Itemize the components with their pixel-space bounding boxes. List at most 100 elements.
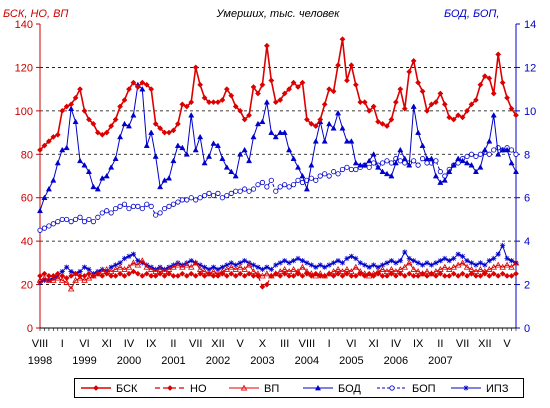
point-БОД-98 <box>472 168 479 174</box>
point-БСК-1 <box>41 142 48 149</box>
legend-label-БСК: БСК <box>116 383 138 395</box>
point-ИПЗ-79 <box>388 258 395 264</box>
point-ВП-42 <box>223 265 231 272</box>
point-ВП-6 <box>63 278 70 285</box>
point-БОД-53 <box>272 133 279 140</box>
point-БОД-60 <box>303 185 310 192</box>
point-ИПЗ-5 <box>59 268 65 275</box>
point-НО-40 <box>214 272 221 279</box>
point-ИПЗ-64 <box>322 264 328 270</box>
point-БСК-102 <box>490 90 497 97</box>
point-БСК-69 <box>343 77 350 84</box>
point-НО-105 <box>504 272 511 279</box>
point-ВП-96 <box>463 263 471 270</box>
point-ВП-94 <box>454 261 462 268</box>
point-БСК-87 <box>424 107 430 114</box>
point-БОД-52 <box>268 129 275 135</box>
point-ИПЗ-99 <box>477 260 483 266</box>
point-БСК-17 <box>112 116 119 123</box>
legend-item-БСК: БСК <box>81 383 138 395</box>
point-БСК-29 <box>166 129 172 136</box>
point-БСК-96 <box>464 107 471 114</box>
point-НО-59 <box>299 272 306 279</box>
point-БОД-3 <box>50 177 57 183</box>
point-БОД-35 <box>192 146 199 153</box>
point-НО-53 <box>272 270 279 277</box>
point-БОП-45 <box>237 188 243 194</box>
point-ИПЗ-10 <box>81 264 88 270</box>
point-ИПЗ-55 <box>282 258 288 264</box>
point-ИПЗ-50 <box>259 266 266 272</box>
point-БСК-100 <box>481 73 488 80</box>
point-БСК-16 <box>108 123 115 130</box>
point-НО-104 <box>499 270 506 277</box>
point-БОП-66 <box>330 169 337 175</box>
point-БСК-95 <box>459 114 466 121</box>
point-БСК-99 <box>477 81 484 88</box>
point-ИПЗ-90 <box>437 258 443 264</box>
point-БОД-86 <box>419 142 426 148</box>
point-БСК-55 <box>281 90 288 97</box>
point-БОД-103 <box>495 151 502 157</box>
point-ИПЗ-53 <box>273 262 279 268</box>
point-БОП-38 <box>206 190 212 196</box>
point-БОД-0 <box>36 207 44 214</box>
point-БОД-45 <box>237 151 244 157</box>
year-label-5: 2003 <box>250 355 274 367</box>
point-БОП-30 <box>170 201 177 207</box>
point-БСК-22 <box>134 84 141 90</box>
point-ИПЗ-66 <box>330 260 337 266</box>
point-ВП-77 <box>379 265 386 272</box>
point-БОП-55 <box>282 182 288 188</box>
point-БОД-62 <box>312 138 319 144</box>
point-ИПЗ-48 <box>250 262 257 268</box>
point-БСК-23 <box>139 79 146 86</box>
point-БСК-76 <box>375 118 382 125</box>
point-ВП-4 <box>54 274 62 281</box>
point-БОД-49 <box>254 120 261 127</box>
point-БОД-42 <box>223 164 230 170</box>
point-ВП-62 <box>312 272 320 279</box>
legend-marker-НО <box>167 385 173 391</box>
point-НО-35 <box>192 272 199 279</box>
point-БСК-5 <box>59 107 66 114</box>
point-ВП-17 <box>112 265 119 272</box>
point-БОД-75 <box>370 151 377 157</box>
point-БОД-90 <box>437 179 444 185</box>
point-НО-0 <box>37 272 43 279</box>
point-ИПЗ-76 <box>375 264 381 270</box>
point-БСК-77 <box>379 120 386 127</box>
point-БОД-23 <box>139 86 146 92</box>
point-БСК-78 <box>384 123 390 130</box>
point-БОД-95 <box>459 157 466 164</box>
point-НО-16 <box>108 272 115 279</box>
point-ВП-0 <box>36 276 44 283</box>
point-БСК-18 <box>117 103 124 110</box>
month-label-12: VIII <box>299 338 316 350</box>
point-ВП-47 <box>245 261 253 268</box>
left-tick-label-2: 40 <box>21 236 33 248</box>
point-ИПЗ-65 <box>326 262 332 268</box>
point-БОП-68 <box>339 166 346 173</box>
legend-svg: БСК НО ВП БОД БОП ИПЗ <box>81 383 509 395</box>
point-НО-27 <box>157 270 164 277</box>
month-label-14: VI <box>346 338 356 350</box>
point-БОП-27 <box>157 210 163 216</box>
point-ВП-30 <box>170 263 177 270</box>
point-БОД-10 <box>81 162 88 168</box>
point-НО-47 <box>246 270 253 277</box>
point-БСК-75 <box>370 103 377 110</box>
month-label-2: VI <box>79 338 89 350</box>
point-БСК-62 <box>312 123 319 130</box>
point-ИПЗ-37 <box>201 264 208 270</box>
point-БОД-13 <box>94 185 101 192</box>
point-ИПЗ-6 <box>64 264 70 270</box>
point-ИПЗ-44 <box>233 262 239 268</box>
point-НО-22 <box>134 270 141 277</box>
point-ИПЗ-87 <box>424 260 430 266</box>
point-ВП-9 <box>76 274 84 281</box>
point-БОД-91 <box>441 177 448 183</box>
point-БОД-67 <box>335 109 342 116</box>
point-ИПЗ-63 <box>317 262 323 268</box>
point-БОП-26 <box>153 212 159 218</box>
